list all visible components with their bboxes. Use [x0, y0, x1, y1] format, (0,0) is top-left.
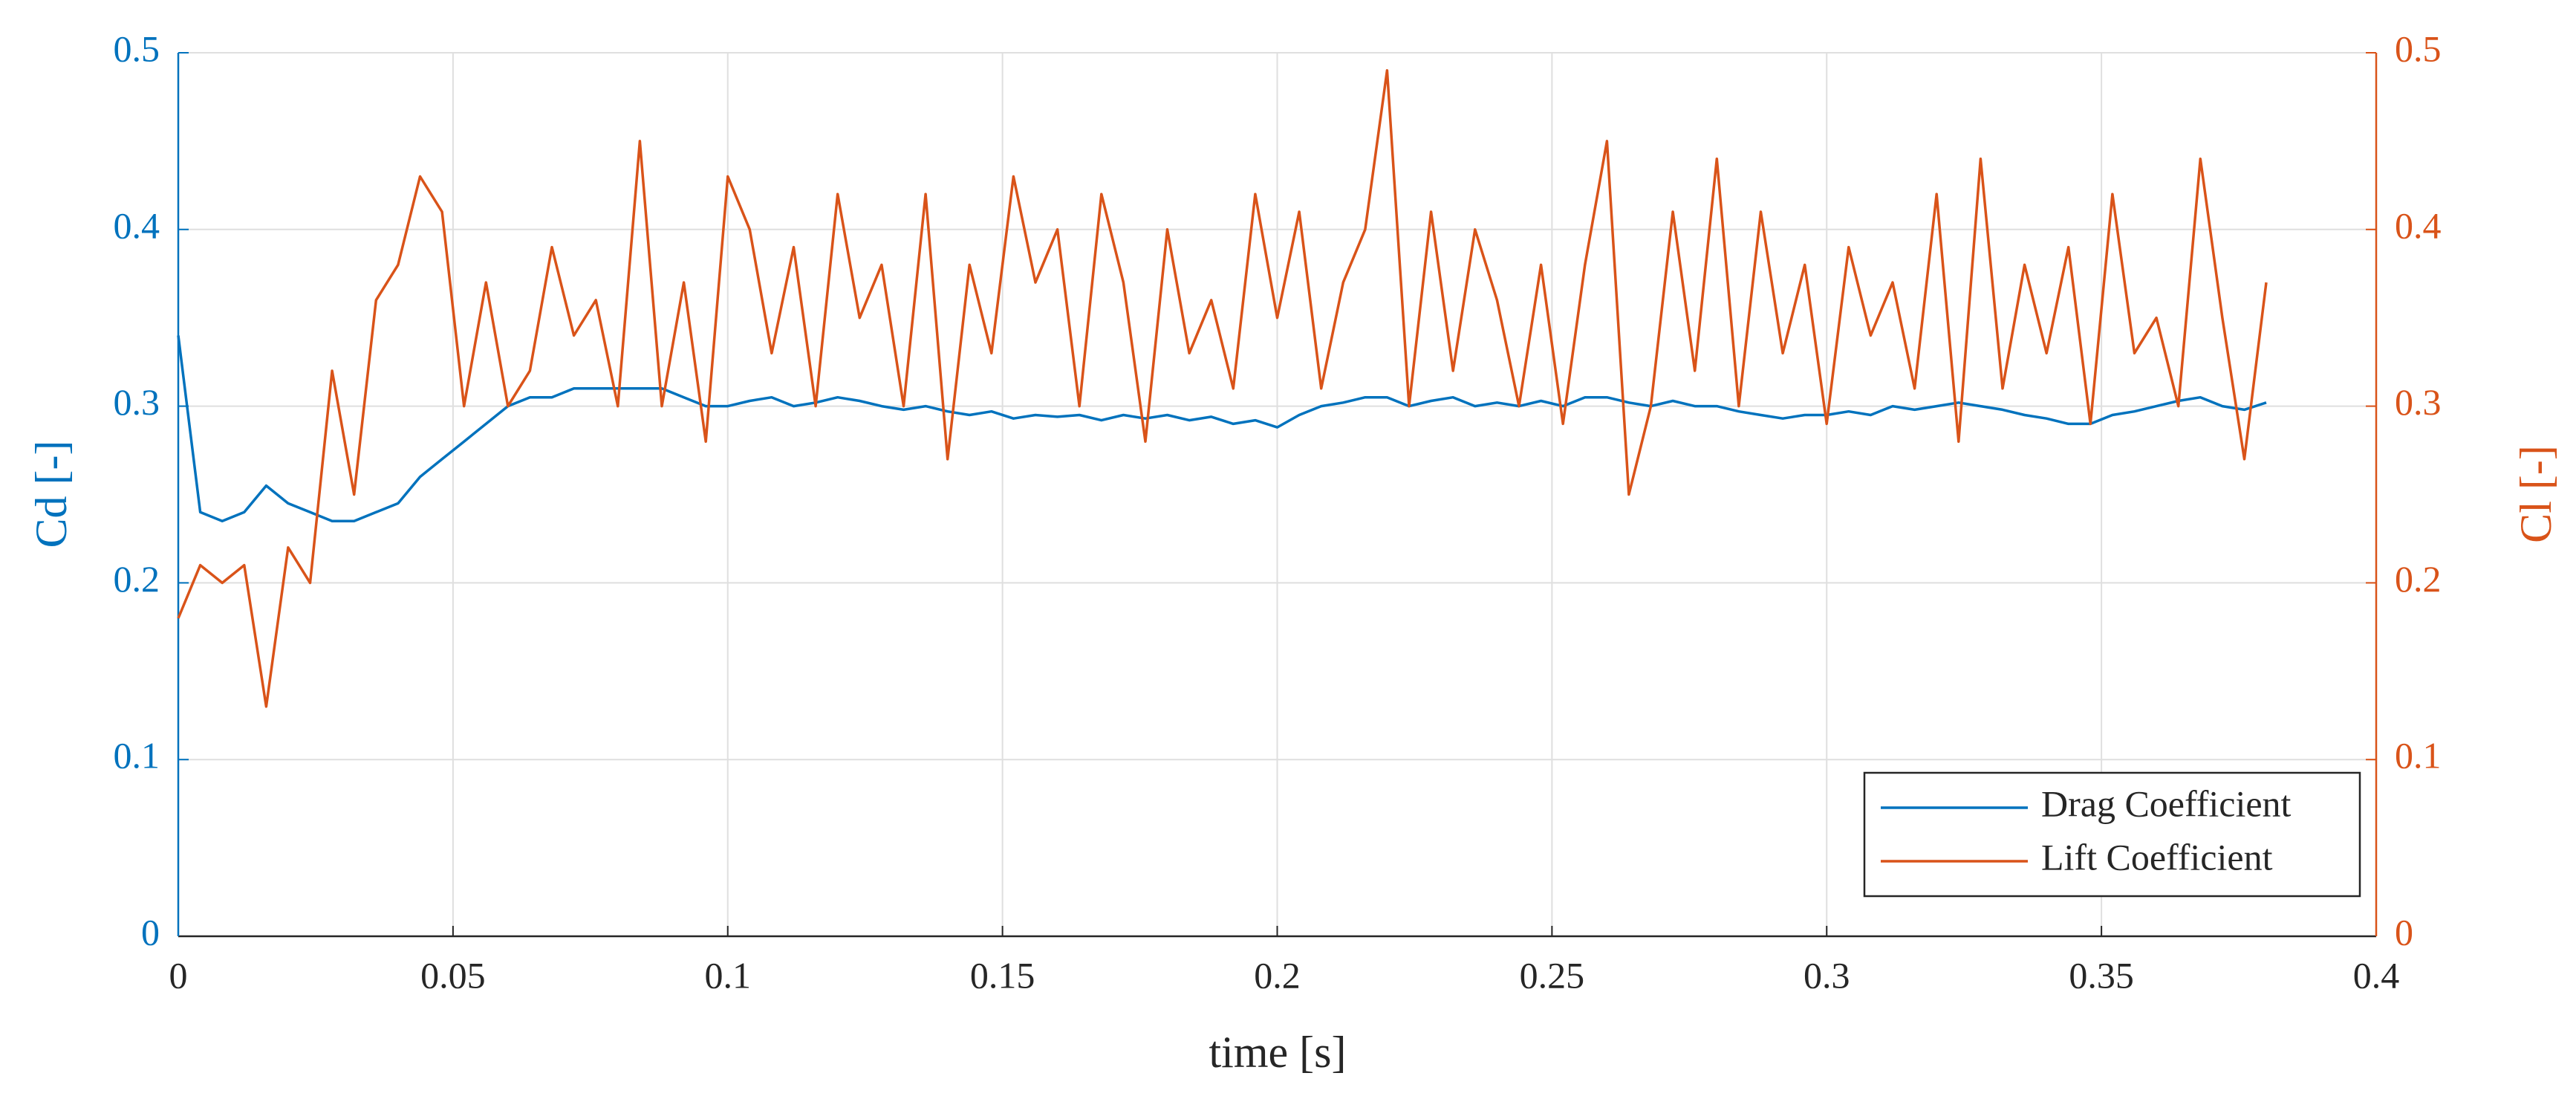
x-tick-label: 0.15 [970, 954, 1035, 996]
y2-tick-label: 0.5 [2395, 27, 2442, 69]
y2-axis-label: Cl [-] [2511, 445, 2560, 543]
y2-tick-label: 0.2 [2395, 558, 2442, 600]
y-tick-label: 0 [141, 911, 160, 953]
y2-tick-label: 0.1 [2395, 735, 2442, 777]
legend-label: Lift Coefficient [2041, 836, 2273, 878]
y2-tick-label: 0 [2395, 911, 2413, 953]
y-tick-label: 0.1 [114, 735, 160, 777]
legend-box [1863, 771, 2361, 898]
x-tick-label: 0.2 [1254, 954, 1301, 996]
x-tick-label: 0.35 [2069, 954, 2134, 996]
x-tick-label: 0.1 [705, 954, 752, 996]
y2-tick-label: 0.3 [2395, 381, 2442, 423]
x-axis-label: time [s] [1209, 1028, 1347, 1077]
y-tick-label: 0.5 [114, 27, 160, 69]
x-tick-label: 0 [169, 954, 188, 996]
x-tick-label: 0.4 [2353, 954, 2400, 996]
series-line [177, 69, 2268, 708]
x-tick-label: 0.3 [1803, 954, 1850, 996]
legend-label: Drag Coefficient [2041, 782, 2292, 824]
x-tick-label: 0.05 [420, 954, 486, 996]
y-axis-label: Cd [-] [27, 441, 76, 548]
y-tick-label: 0.2 [114, 558, 160, 600]
x-tick-label: 0.25 [1520, 954, 1585, 996]
series-line [177, 335, 2267, 522]
y2-tick-label: 0.4 [2395, 204, 2442, 246]
y-tick-label: 0.4 [114, 204, 160, 246]
y-tick-label: 0.3 [114, 381, 160, 423]
